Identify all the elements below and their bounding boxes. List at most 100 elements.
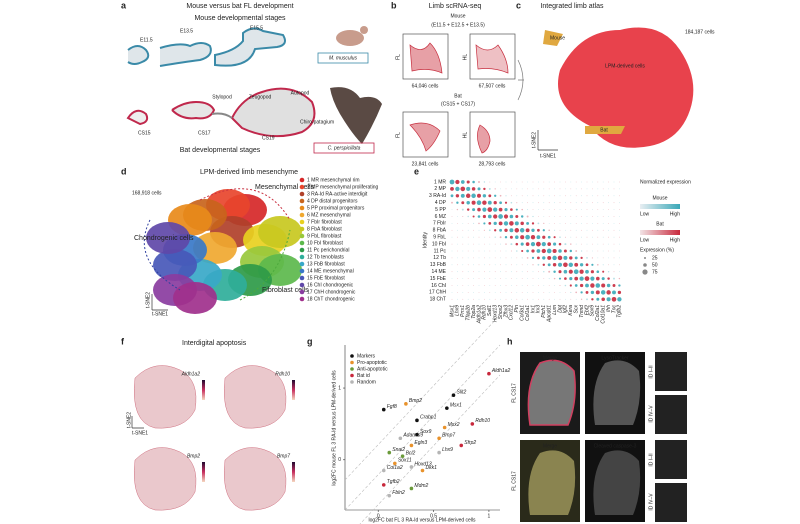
expression-dot [536, 235, 541, 240]
size-key [644, 257, 646, 259]
legend-swatch [299, 219, 305, 225]
expression-dot [527, 181, 528, 183]
legend-swatch [299, 226, 305, 232]
expression-dot [548, 292, 550, 293]
expression-dot [608, 202, 609, 204]
expression-dot [451, 201, 453, 204]
expression-dot [575, 243, 577, 245]
expression-dot [575, 216, 577, 217]
panel-title: LPM-derived limb mesenchyme [200, 169, 298, 176]
expression-dot [595, 283, 601, 288]
expression-dot [451, 243, 453, 245]
expression-dot [554, 195, 555, 197]
species-box [317, 52, 369, 64]
expression-dot [505, 188, 507, 190]
diagonal [359, 374, 501, 524]
expression-dot [612, 284, 616, 287]
expression-dot [516, 292, 518, 293]
expression-dot [526, 257, 529, 259]
gene-label: Hoxd13 [414, 461, 431, 467]
legend-label: 2 MP mesenchymal proliferating [307, 184, 379, 190]
expression-dot [510, 243, 513, 246]
expression-dot [472, 208, 476, 212]
legend-label: 5 PP proximal progenitors [307, 205, 365, 211]
panel-label: a [121, 0, 127, 10]
rotated-label: Ptn [514, 305, 520, 313]
expression-dot [538, 292, 539, 293]
rotated-label: Igf2 [563, 305, 569, 314]
expression-dot [494, 285, 496, 286]
expression-dot [581, 188, 582, 190]
expression-dot [613, 271, 615, 273]
expression-dot [451, 257, 453, 259]
expression-dot [483, 229, 485, 231]
expression-dot [489, 181, 491, 183]
expression-dot [552, 248, 557, 254]
expression-dot [489, 292, 491, 293]
expression-dot [602, 264, 604, 266]
expression-dot [553, 236, 556, 239]
label: Normalized expression [640, 179, 691, 185]
expression-dot [613, 257, 615, 259]
expression-dot [548, 195, 550, 197]
expression-dot [570, 181, 572, 183]
expression-dot [586, 229, 588, 231]
expression-dot [570, 298, 572, 300]
label: Merge [543, 355, 557, 361]
expression-dot [505, 278, 507, 279]
expression-map [134, 365, 197, 429]
expression-dot [521, 271, 523, 273]
rotated-label: Prrx1 [460, 305, 466, 317]
expression-dot [516, 181, 518, 183]
expression-dot [451, 223, 453, 224]
rotated-label: Rdh10 [482, 305, 488, 320]
colorbar [202, 462, 205, 482]
size-key [643, 263, 647, 267]
legend-label: 15 FbE fibroblast [307, 275, 345, 281]
rotated-label: Top2a [471, 305, 477, 319]
expression-dot [575, 209, 577, 211]
expression-dot [521, 298, 523, 300]
legend-label: Anti-apoptotic [357, 366, 388, 372]
legend-swatch [350, 367, 354, 371]
expression-dot [462, 285, 464, 286]
expression-dot [554, 188, 555, 190]
expression-dot [565, 209, 566, 211]
label: (E11.5 + E12.5 + E13.5) [431, 22, 485, 28]
expression-dot [619, 216, 620, 217]
label: Chiro-patagium [300, 119, 334, 125]
scRNA-plots [402, 33, 516, 158]
rotated-label: Col3a1 [520, 305, 526, 321]
rotated-label: FL CS17 [511, 471, 517, 491]
label: Mouse [450, 13, 465, 19]
identity-label: 16 ChI [431, 283, 446, 289]
rotated-label: Scx [574, 305, 580, 314]
expression-dot [521, 285, 523, 286]
expression-dot [608, 257, 609, 259]
expression-dot [542, 235, 546, 239]
rotated-label: Tnc [611, 305, 617, 314]
expression-dot [568, 269, 573, 274]
cluster-region [146, 222, 190, 254]
expression-dot [451, 298, 453, 300]
label: Bat developmental stages [180, 147, 261, 154]
rotated-label: Hoxd13 [493, 305, 499, 322]
gene-label: Fbln2 [392, 490, 405, 496]
expression-dot [467, 292, 469, 293]
rotated-label: t-SNE2 [531, 132, 537, 148]
expression-dot [494, 257, 496, 259]
expression-dot [494, 229, 497, 232]
size-label: 75 [652, 269, 658, 275]
expression-dot [559, 229, 561, 231]
expression-dot [457, 257, 458, 259]
expression-dot [585, 263, 589, 267]
expression-dot [532, 215, 534, 218]
panel-label: f [121, 336, 125, 346]
legend-swatch [350, 354, 354, 358]
expression-dot [600, 290, 606, 295]
expression-dot [498, 207, 503, 212]
legend-label: 14 ME mesenchymal [307, 268, 354, 274]
rotated-label: Shox2 [498, 305, 504, 319]
expression-dot [575, 298, 577, 300]
